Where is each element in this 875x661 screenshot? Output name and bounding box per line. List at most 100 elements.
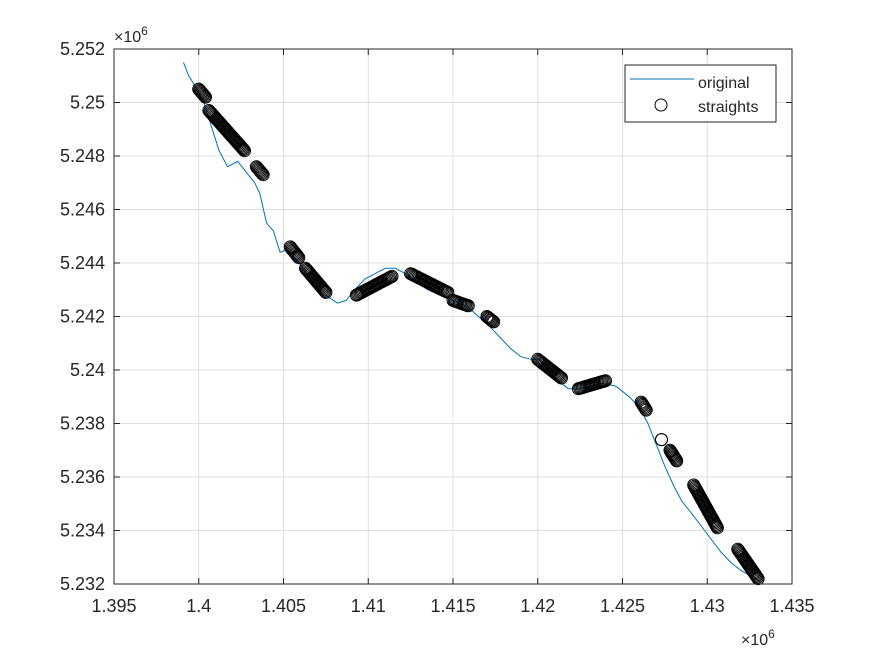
straight-segment bbox=[299, 261, 333, 299]
straight-marker bbox=[236, 142, 250, 156]
straight-marker bbox=[194, 85, 208, 99]
straight-marker bbox=[485, 313, 499, 327]
straight-marker bbox=[318, 284, 332, 298]
legend: original straights bbox=[624, 64, 777, 123]
straight-marker bbox=[487, 315, 501, 329]
x-axis-multiplier: ×106 bbox=[741, 627, 775, 649]
series-original bbox=[183, 62, 761, 582]
straight-marker bbox=[237, 143, 251, 157]
x-tick-label: 1.41 bbox=[351, 596, 386, 616]
legend-box bbox=[624, 64, 777, 123]
straight-marker bbox=[667, 450, 681, 464]
straight-marker bbox=[289, 247, 303, 261]
straight-marker bbox=[655, 433, 668, 447]
straight-segment bbox=[663, 443, 684, 468]
x-tick-label: 1.4 bbox=[186, 596, 211, 616]
straight-marker bbox=[638, 401, 652, 415]
straight-marker bbox=[235, 141, 249, 155]
straight-marker bbox=[291, 250, 305, 264]
straight-marker bbox=[288, 246, 302, 260]
straight-marker bbox=[238, 144, 251, 158]
straight-marker bbox=[750, 569, 763, 583]
straight-marker bbox=[552, 369, 566, 383]
straight-segment bbox=[349, 269, 399, 302]
straight-segment bbox=[202, 104, 251, 158]
straight-marker bbox=[670, 454, 684, 468]
straight-marker bbox=[461, 299, 475, 313]
straight-marker bbox=[317, 283, 331, 297]
legend-label-original: original bbox=[698, 75, 750, 92]
original-line bbox=[183, 62, 761, 582]
straight-segment bbox=[480, 310, 501, 329]
y-tick-label: 5.242 bbox=[60, 307, 105, 327]
straight-segment bbox=[731, 542, 765, 586]
straight-segment bbox=[687, 478, 724, 535]
straight-marker bbox=[255, 167, 269, 181]
straight-marker bbox=[198, 89, 212, 103]
straight-marker bbox=[751, 572, 765, 586]
x-axis-ticks: 1.395 1.4 1.405 1.41 1.415 1.42 1.425 1.43 1.435 bbox=[91, 49, 815, 616]
straight-marker bbox=[710, 520, 724, 534]
straight-marker bbox=[256, 168, 270, 182]
straight-marker bbox=[708, 517, 722, 531]
straight-marker bbox=[252, 163, 266, 177]
x-tick-label: 1.405 bbox=[261, 596, 306, 616]
straight-marker bbox=[315, 280, 328, 294]
x-tick-label: 1.395 bbox=[91, 596, 136, 616]
straight-marker bbox=[292, 251, 306, 265]
straight-marker bbox=[199, 90, 212, 104]
straight-marker bbox=[482, 311, 496, 325]
straight-marker bbox=[637, 400, 651, 414]
x-tick-label: 1.425 bbox=[600, 596, 645, 616]
straight-marker bbox=[668, 452, 682, 466]
straight-marker bbox=[255, 166, 268, 180]
y-tick-label: 5.25 bbox=[70, 93, 105, 113]
x-tick-label: 1.415 bbox=[430, 596, 475, 616]
y-axis-multiplier: ×106 bbox=[114, 24, 148, 46]
straight-marker bbox=[550, 368, 564, 382]
straight-marker bbox=[483, 312, 497, 326]
y-axis-ticks: 5.232 5.234 5.236 5.238 5.24 5.242 5.244 5.246 5… bbox=[60, 39, 792, 594]
straight-marker bbox=[315, 281, 329, 295]
straight-marker bbox=[710, 521, 724, 535]
straight-segment bbox=[531, 352, 568, 385]
straight-marker bbox=[195, 86, 209, 100]
straight-marker bbox=[748, 567, 762, 581]
straight-segment bbox=[283, 240, 306, 265]
straight-marker bbox=[441, 285, 455, 299]
legend-label-straights: straights bbox=[698, 99, 758, 116]
straight-segment bbox=[446, 293, 475, 313]
y-tick-label: 5.252 bbox=[60, 39, 105, 59]
straight-segment bbox=[634, 395, 653, 417]
legend-swatch-straights bbox=[654, 98, 668, 112]
straight-segment bbox=[192, 82, 212, 104]
x-tick-label: 1.43 bbox=[690, 596, 725, 616]
straight-marker bbox=[484, 313, 498, 327]
y-tick-label: 5.234 bbox=[60, 521, 105, 541]
straight-marker bbox=[486, 314, 500, 328]
straight-segment bbox=[571, 374, 612, 396]
x-tick-label: 1.435 bbox=[769, 596, 814, 616]
straight-marker bbox=[233, 139, 247, 152]
straight-marker bbox=[668, 451, 682, 465]
series-straights bbox=[192, 82, 765, 586]
y-tick-label: 5.248 bbox=[60, 146, 105, 166]
straight-marker bbox=[234, 140, 248, 153]
straight-segment bbox=[249, 160, 270, 182]
straight-marker bbox=[197, 88, 211, 102]
y-tick-label: 5.236 bbox=[60, 467, 105, 487]
straight-marker bbox=[669, 453, 683, 467]
straight-marker bbox=[254, 165, 268, 179]
straight-marker bbox=[551, 369, 565, 382]
straight-marker bbox=[290, 249, 304, 262]
straight-marker bbox=[316, 282, 330, 296]
straight-marker bbox=[253, 164, 267, 178]
straight-marker bbox=[749, 568, 763, 582]
straight-marker bbox=[196, 87, 210, 101]
y-tick-label: 5.244 bbox=[60, 253, 105, 273]
straight-marker bbox=[319, 285, 333, 299]
straight-marker bbox=[599, 374, 612, 388]
y-tick-label: 5.24 bbox=[70, 360, 105, 380]
